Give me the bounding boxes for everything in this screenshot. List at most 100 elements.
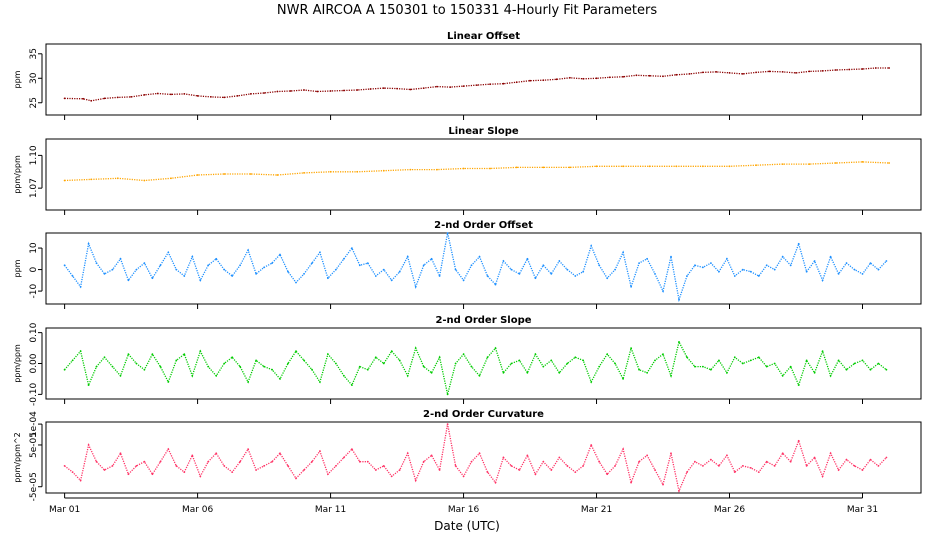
data-point [534, 353, 537, 356]
data-point [311, 460, 313, 463]
data-point [295, 350, 297, 353]
data-point [151, 473, 154, 476]
y-tick-label: 10 [29, 242, 39, 254]
data-point [143, 94, 146, 96]
data-point [861, 359, 864, 362]
data-point [199, 475, 202, 478]
y-tick-label: 5e-05 [29, 432, 39, 458]
data-point [638, 460, 640, 463]
y-tick-label: -5e-05 [29, 472, 39, 501]
data-point [366, 460, 369, 463]
data-point [614, 268, 616, 271]
data-point [861, 68, 864, 70]
data-point [728, 165, 731, 168]
data-point [151, 277, 154, 280]
data-point [398, 270, 401, 273]
data-point [805, 270, 808, 273]
data-point [861, 469, 864, 471]
data-point [130, 96, 133, 98]
data-point [436, 168, 438, 171]
data-point [494, 283, 497, 286]
data-point [319, 381, 321, 383]
data-point [795, 72, 797, 74]
data-point [542, 365, 545, 368]
y-tick-label: 25 [29, 97, 39, 108]
data-point [515, 166, 518, 169]
data-point [210, 96, 212, 98]
data-point [630, 347, 632, 349]
data-point [446, 423, 449, 425]
data-point [662, 75, 664, 78]
data-point [718, 465, 720, 467]
data-point [430, 454, 433, 457]
series-line [64, 423, 887, 494]
data-point [116, 96, 119, 99]
data-point [534, 473, 537, 476]
data-point [87, 384, 90, 386]
data-point [821, 350, 824, 353]
data-point [143, 179, 146, 182]
data-point [518, 273, 521, 275]
data-point [558, 371, 561, 374]
panel-2: Linear Slope 1.07 1.10 ppm/ppm [13, 126, 922, 215]
data-point [569, 76, 571, 79]
data-point [675, 165, 678, 168]
data-point [422, 264, 425, 267]
x-tick-label: Mar 26 [714, 505, 746, 515]
data-point [111, 268, 114, 271]
x-tick-label: Mar 21 [581, 505, 612, 515]
data-point [135, 362, 138, 365]
data-point [63, 97, 66, 100]
data-point [462, 167, 465, 170]
data-point [406, 255, 409, 258]
data-point [829, 255, 832, 258]
data-point [462, 353, 465, 356]
data-point [409, 168, 412, 171]
data-point [797, 242, 800, 245]
data-point [486, 275, 489, 277]
data-point [670, 374, 672, 377]
data-point [821, 279, 824, 282]
data-point [263, 92, 265, 94]
data-point [199, 279, 202, 282]
data-point [231, 275, 234, 277]
data-point [789, 264, 792, 267]
data-point [555, 78, 558, 81]
data-point [675, 73, 678, 76]
data-point [848, 68, 851, 71]
data-point [494, 347, 497, 349]
y-axis-label: ppm [13, 70, 22, 88]
data-point [837, 359, 840, 362]
data-point [438, 356, 441, 359]
data-point [781, 255, 784, 258]
data-point [279, 253, 281, 256]
data-point [135, 465, 138, 467]
data-point [518, 359, 521, 362]
data-point [167, 381, 170, 383]
data-point [654, 359, 656, 362]
data-point [888, 162, 890, 164]
data-point [837, 273, 840, 275]
data-point [183, 93, 186, 95]
data-point [406, 374, 409, 377]
data-point [366, 262, 369, 264]
data-point [733, 275, 736, 277]
data-point [622, 251, 624, 254]
data-point [223, 465, 226, 467]
data-point [502, 82, 505, 85]
data-point [877, 362, 880, 365]
data-point [263, 465, 265, 467]
data-point [726, 454, 728, 457]
data-point [757, 471, 760, 473]
data-point [462, 279, 465, 282]
data-point [454, 268, 457, 271]
data-point [542, 264, 545, 267]
data-point [614, 362, 616, 365]
data-point [821, 70, 824, 72]
y-tick-label: 30 [29, 72, 39, 84]
data-point [170, 177, 172, 180]
data-point [382, 362, 385, 365]
data-point [87, 242, 90, 245]
data-point [90, 178, 93, 181]
